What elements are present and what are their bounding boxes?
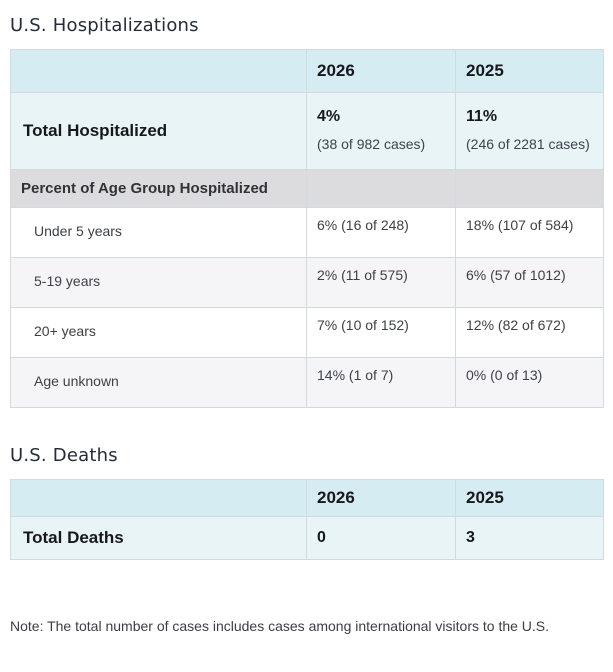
total-deaths-2026-value: 0 — [306, 515, 456, 560]
age-row-2025-value: 6% (57 of 1012) — [455, 256, 604, 308]
hospitalizations-table: 2026 2025 Total Hospitalized 4% (38 of 9… — [10, 49, 604, 408]
age-group-section-empty-2026 — [306, 168, 456, 208]
total-hospitalized-2026-cell: 4% (38 of 982 cases) — [306, 92, 456, 170]
total-hospitalized-row: Total Hospitalized 4% (38 of 982 cases) … — [10, 92, 604, 170]
age-group-section-empty-2025 — [455, 168, 604, 208]
total-hospitalized-2026-detail: (38 of 982 cases) — [317, 136, 426, 153]
empty-header-cell — [10, 49, 307, 93]
total-hospitalized-label: Total Hospitalized — [10, 92, 307, 170]
age-row-unknown: Age unknown 14% (1 of 7) 0% (0 of 13) — [10, 356, 604, 408]
deaths-header-row: 2026 2025 — [10, 478, 604, 517]
age-row-2025-value: 18% (107 of 584) — [455, 206, 604, 258]
total-deaths-2025-value: 3 — [455, 515, 604, 560]
deaths-title: U.S. Deaths — [10, 444, 118, 466]
age-row-label: Age unknown — [10, 356, 307, 408]
age-group-section-label: Percent of Age Group Hospitalized — [10, 168, 307, 208]
column-header-2025: 2025 — [455, 478, 604, 517]
deaths-table: 2026 2025 Total Deaths 0 3 — [10, 478, 604, 560]
column-header-2025: 2025 — [455, 49, 604, 93]
age-row-5-19: 5-19 years 2% (11 of 575) 6% (57 of 1012… — [10, 256, 604, 308]
age-row-under-5: Under 5 years 6% (16 of 248) 18% (107 of… — [10, 206, 604, 258]
age-row-2026-value: 14% (1 of 7) — [306, 356, 456, 408]
page: U.S. Hospitalizations 2026 2025 Total Ho… — [10, 15, 604, 634]
total-deaths-label: Total Deaths — [10, 515, 307, 560]
note-text: Note: The total number of cases includes… — [10, 617, 550, 634]
age-row-label: 20+ years — [10, 306, 307, 358]
total-hospitalized-2026-percent: 4% — [317, 108, 341, 125]
age-row-label: Under 5 years — [10, 206, 307, 258]
column-header-2026: 2026 — [306, 478, 456, 517]
hospitalizations-title: U.S. Hospitalizations — [10, 15, 199, 36]
age-row-2026-value: 6% (16 of 248) — [306, 206, 456, 258]
hospitalizations-header-row: 2026 2025 — [10, 49, 604, 93]
age-row-2026-value: 7% (10 of 152) — [306, 306, 456, 358]
age-row-label: 5-19 years — [10, 256, 307, 308]
column-header-2026: 2026 — [306, 49, 456, 93]
total-hospitalized-2025-detail: (246 of 2281 cases) — [466, 136, 590, 153]
total-deaths-row: Total Deaths 0 3 — [10, 515, 604, 560]
age-group-section-row: Percent of Age Group Hospitalized — [10, 168, 604, 208]
empty-header-cell — [10, 478, 307, 517]
age-row-2025-value: 0% (0 of 13) — [455, 356, 604, 408]
age-row-2025-value: 12% (82 of 672) — [455, 306, 604, 358]
total-hospitalized-2025-percent: 11% — [466, 108, 498, 125]
age-row-2026-value: 2% (11 of 575) — [306, 256, 456, 308]
age-row-20-plus: 20+ years 7% (10 of 152) 12% (82 of 672) — [10, 306, 604, 358]
total-hospitalized-2025-cell: 11% (246 of 2281 cases) — [455, 92, 604, 170]
